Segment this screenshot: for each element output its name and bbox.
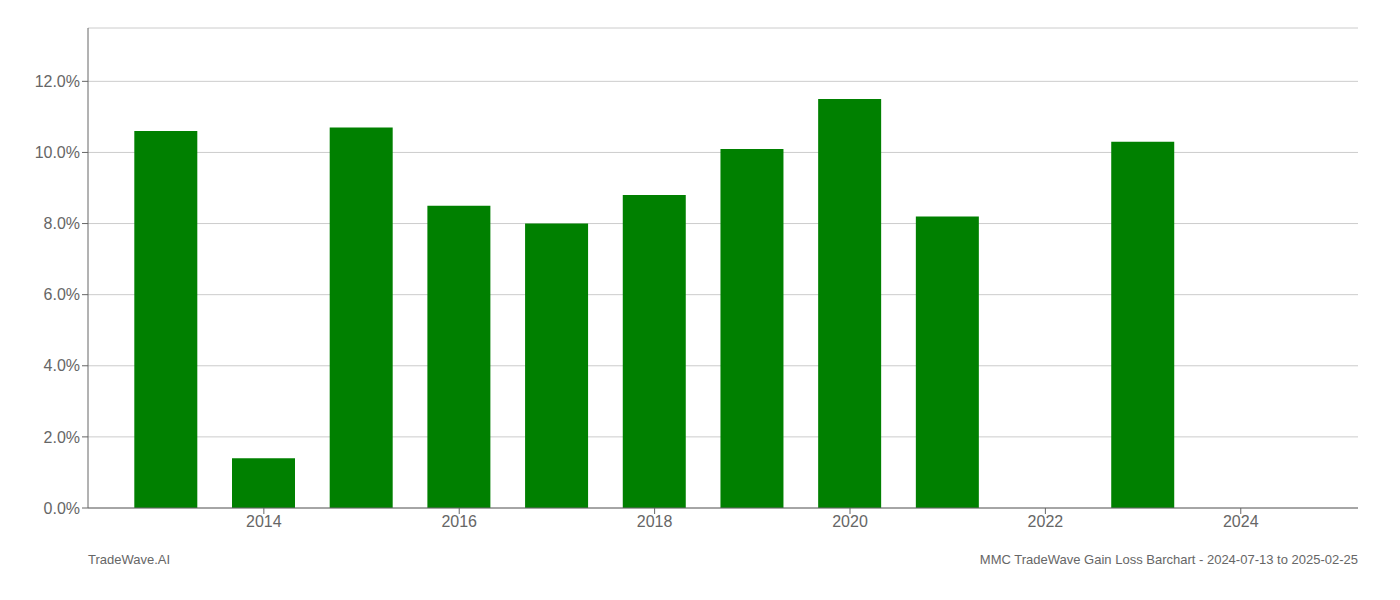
svg-text:12.0%: 12.0% <box>35 73 80 90</box>
svg-text:2016: 2016 <box>441 513 477 530</box>
svg-text:4.0%: 4.0% <box>44 357 80 374</box>
svg-text:2024: 2024 <box>1223 513 1259 530</box>
svg-text:0.0%: 0.0% <box>44 500 80 517</box>
svg-text:2.0%: 2.0% <box>44 429 80 446</box>
svg-text:10.0%: 10.0% <box>35 144 80 161</box>
svg-text:2014: 2014 <box>246 513 282 530</box>
svg-text:6.0%: 6.0% <box>44 286 80 303</box>
svg-text:8.0%: 8.0% <box>44 215 80 232</box>
html-text:MMC TradeWave Gain Loss Barcha: MMC TradeWave Gain Loss Barchart - 2024-… <box>979 552 1358 567</box>
svg-text:2018: 2018 <box>637 513 673 530</box>
html-text:TradeWave.AI: TradeWave.AI <box>88 552 171 567</box>
svg-text:2022: 2022 <box>1028 513 1064 530</box>
svg-text:2020: 2020 <box>832 513 868 530</box>
